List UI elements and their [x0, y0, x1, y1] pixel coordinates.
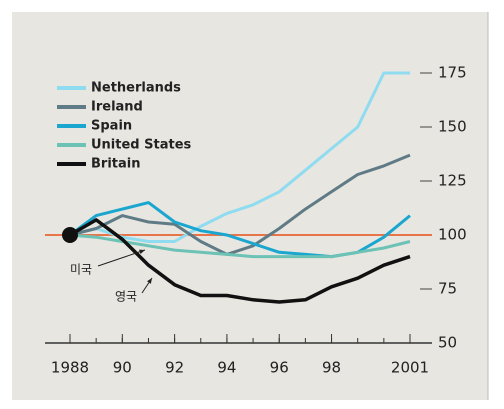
legend-label: Netherlands: [91, 81, 181, 96]
x-tick-label: 96: [270, 359, 289, 377]
arrow-head: [139, 249, 145, 254]
series-line: [69, 218, 411, 304]
annotation: 영국: [115, 290, 137, 304]
y-tick-label: 125: [438, 172, 467, 190]
arrow-head: [146, 278, 152, 284]
annotation-arrow: [97, 249, 146, 267]
legend-label: Britain: [91, 157, 140, 172]
series-line: [69, 153, 411, 256]
x-tick-label: 92: [165, 359, 184, 377]
x-tick-label: 1988: [51, 359, 89, 377]
x-tick-label: 94: [217, 359, 236, 377]
y-tick-label: 100: [438, 226, 467, 244]
y-tick-label: 150: [438, 118, 467, 136]
annotation: 미국: [70, 263, 92, 277]
base-point: [62, 227, 78, 243]
x-tick-label: 2001: [391, 359, 429, 377]
y-tick-label: 50: [438, 334, 457, 352]
legend-label: United States: [91, 138, 192, 153]
x-tick-label: 98: [322, 359, 341, 377]
x-tick-label: 90: [113, 359, 132, 377]
legend-label: Ireland: [91, 100, 143, 115]
y-tick-label: 175: [438, 64, 467, 82]
series-line: [69, 71, 410, 243]
y-tick-label: 75: [438, 280, 457, 298]
legend-label: Spain: [91, 119, 132, 134]
